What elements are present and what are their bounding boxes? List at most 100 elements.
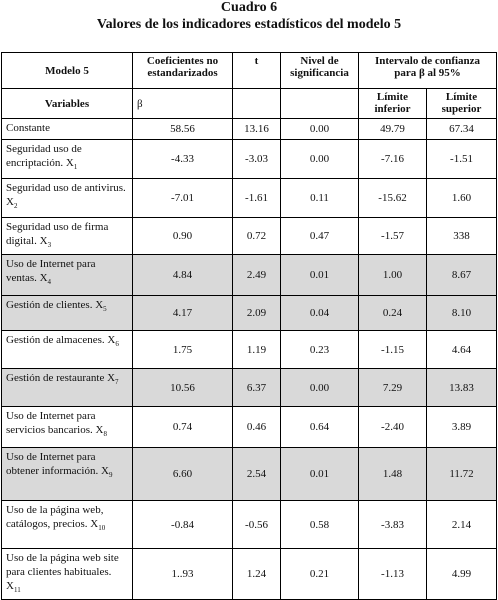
- subscript: 10: [98, 524, 106, 533]
- row-label: Constante: [1, 118, 133, 140]
- label-text: Gestión de clientes. X: [6, 299, 104, 312]
- cell-value: -3.83: [358, 500, 427, 550]
- cell-value: 2.54: [232, 447, 281, 502]
- cell-value: 1..93: [132, 548, 233, 600]
- label-text: Seguridad uso de antivirus. X: [6, 182, 126, 208]
- cell-value: 0.04: [280, 295, 359, 332]
- label-text: Seguridad uso de encriptación. X: [6, 143, 82, 169]
- cell-value: 0.90: [132, 216, 233, 256]
- subheader: Límite superior: [425, 88, 498, 119]
- cell-value: -4.33: [132, 139, 233, 179]
- cell-value: 6.37: [232, 368, 281, 408]
- cell-value: 0.23: [280, 330, 359, 370]
- row-label: Seguridad uso de firma digital. X3: [1, 216, 133, 256]
- cell-value: 67.34: [425, 118, 498, 140]
- label-text: Uso de Internet para servicios bancarios…: [6, 410, 104, 437]
- row-label: Seguridad uso de encriptación. X1: [1, 139, 133, 179]
- cell-value: -15.62: [358, 178, 427, 218]
- subscript: 9: [108, 471, 113, 480]
- cell-value: 58.56: [132, 118, 233, 140]
- cell-value: 1.24: [232, 548, 281, 600]
- label-text: Gestión de restaurante X: [6, 372, 116, 385]
- cell-value: 0.01: [280, 254, 359, 297]
- cell-value: -2.40: [358, 406, 427, 449]
- subscript: 11: [13, 586, 21, 595]
- cell-value: 0.01: [280, 447, 359, 502]
- subheader: Variables: [1, 88, 133, 119]
- cell-value: 4.84: [132, 254, 233, 297]
- cell-value: 11.72: [425, 447, 498, 502]
- subscript: 3: [47, 241, 52, 250]
- subscript: 2: [13, 202, 18, 211]
- subscript: 4: [47, 278, 52, 287]
- table-row: Seguridad uso de encriptación. X1 -4.33 -3…: [1, 139, 498, 179]
- cell-value: 13.16: [232, 118, 281, 140]
- cell-value: 0.47: [280, 216, 359, 256]
- subscript: 8: [103, 430, 107, 439]
- cell-value: 2.09: [232, 295, 281, 332]
- cell-value: 8.67: [425, 254, 498, 297]
- cell-value: -1.15: [358, 330, 427, 370]
- subscript: 6: [115, 340, 119, 349]
- empty-cell: [232, 88, 281, 119]
- cell-value: -7.01: [132, 178, 233, 218]
- cell-value: 8.10: [425, 295, 498, 332]
- table-row: Seguridad uso de antivirus. X2 -7.01 -1.61…: [1, 178, 498, 218]
- cell-value: 7.29: [358, 368, 427, 408]
- cell-value: 0.24: [358, 295, 427, 332]
- row-label: Gestión de restaurante X7: [1, 368, 133, 408]
- table-row: Uso de Internet para ventas. X4 4.84 2.49 0…: [1, 254, 498, 297]
- cell-value: 10.56: [132, 368, 233, 408]
- cell-value: 1.75: [132, 330, 233, 370]
- table-row: Uso de la página web, catálogos, precios…: [1, 500, 498, 550]
- cell-value: 1.60: [425, 178, 498, 218]
- label-text: Uso de la página web, catálogos, precios…: [6, 504, 104, 531]
- label-text: Gestión de almacenes. X: [6, 334, 116, 347]
- table-row: Gestión de almacenes. X6 1.75 1.19 0.23 -1.1…: [1, 330, 498, 370]
- row-label: Gestión de almacenes. X6: [1, 330, 133, 370]
- table-row: Uso de la página web site para clientes …: [1, 548, 498, 600]
- column-header: Intervalo de confianza para β al 95%: [357, 52, 498, 89]
- cell-value: -0.56: [232, 500, 281, 550]
- cell-value: 6.60: [132, 447, 233, 502]
- label-text: Seguridad uso de firma digital. X: [6, 221, 109, 247]
- subtitle: Valores de los indicadores estadísticos …: [96, 17, 402, 32]
- cell-value: 49.79: [358, 118, 427, 140]
- table: Modelo 5 Coeficientes no estandarizados …: [1, 52, 498, 600]
- cell-value: 0.00: [280, 368, 359, 408]
- cell-value: 1.19: [232, 330, 281, 370]
- cell-value: 2.14: [425, 500, 498, 550]
- row-label: Uso de la página web, catálogos, precios…: [1, 500, 133, 550]
- subscript: 5: [103, 305, 107, 314]
- row-label: Uso de Internet para ventas. X4: [1, 254, 133, 297]
- cell-value: 0.21: [280, 548, 359, 600]
- cell-value: -1.51: [425, 139, 498, 179]
- subheader: β: [132, 88, 233, 119]
- cell-value: 0.00: [280, 118, 359, 140]
- row-label: Uso de la página web site para clientes …: [1, 548, 133, 600]
- label-text: Uso de Internet para obtener información…: [6, 451, 109, 478]
- cell-value: 4.17: [132, 295, 233, 332]
- label-text: Uso de Internet para ventas. X: [6, 258, 96, 285]
- cell-value: -1.13: [358, 548, 427, 600]
- cell-value: -1.57: [358, 216, 427, 256]
- table-row: Gestión de restaurante X7 10.56 6.37 0.00 7.…: [1, 368, 498, 408]
- cell-value: 13.83: [425, 368, 498, 408]
- label-text: Constante: [6, 122, 50, 134]
- cell-value: 1.48: [358, 447, 427, 502]
- cell-value: 0.64: [280, 406, 359, 449]
- row-label: Gestión de clientes. X5: [1, 295, 133, 332]
- table-row: Gestión de clientes. X5 4.17 2.09 0.04 0.24 8…: [1, 295, 498, 332]
- cell-value: -1.61: [232, 178, 281, 218]
- cell-value: 0.74: [132, 406, 233, 449]
- cell-value: 2.49: [232, 254, 281, 297]
- table-row: Uso de Internet para obtener información…: [1, 447, 498, 502]
- table-row: Constante 58.56 13.16 0.00 49.79 67.34: [1, 118, 498, 140]
- empty-cell: [280, 88, 359, 119]
- subscript: 7: [115, 378, 119, 387]
- cell-value: 0.72: [232, 216, 281, 256]
- cell-value: 338: [425, 216, 498, 256]
- cell-value: 4.99: [425, 548, 498, 600]
- row-label: Seguridad uso de antivirus. X2: [1, 178, 133, 218]
